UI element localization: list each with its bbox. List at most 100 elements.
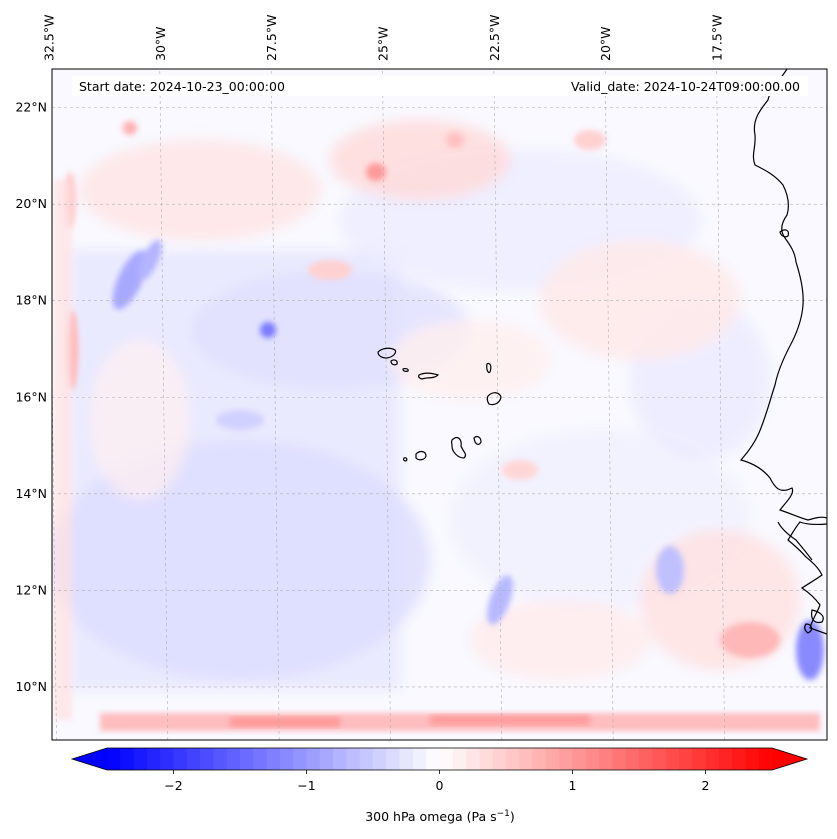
colorbar-outline [70, 747, 809, 771]
colorbar-segment [253, 748, 268, 770]
lat-tick-label: 22°N [15, 100, 47, 115]
meridian-line [716, 69, 725, 740]
colorbar-segment [306, 748, 321, 770]
colorbar-segment [506, 748, 520, 770]
colorbar-segments [107, 748, 773, 770]
lat-tick-label: 10°N [15, 679, 47, 694]
colorbar-segment [146, 748, 161, 770]
colorbar-segment [160, 748, 174, 770]
island-brava [403, 457, 408, 462]
colorbar-segment [585, 748, 600, 770]
colorbar-segment [758, 748, 773, 770]
colorbar-segment [186, 748, 201, 770]
lon-tick-label: 32.5°W [41, 15, 56, 61]
colorbar-tick-label: −2 [164, 778, 182, 793]
colorbar-segment [173, 748, 188, 770]
coast-islet-b [779, 229, 790, 238]
lat-tick-label: 16°N [15, 389, 47, 404]
colorbar-segment [373, 748, 387, 770]
colorbar-segment [745, 748, 760, 770]
gridlines [52, 69, 827, 740]
colorbar-segment [226, 748, 241, 770]
valid-date-label: Valid_date: 2024-10-24T09:00:00.00 [571, 79, 800, 94]
island-boa-vista [486, 392, 502, 406]
colorbar-segment [466, 748, 480, 770]
island-santiago [450, 436, 467, 459]
lat-tick-label: 20°N [15, 196, 47, 211]
cape-verde-islands [377, 347, 502, 462]
colorbar-segment [452, 748, 467, 770]
colorbar-segment [532, 748, 547, 770]
colorbar-segment [266, 748, 281, 770]
lat-tick-label: 12°N [15, 582, 47, 597]
island-santa-luzia [402, 368, 409, 372]
island-sal [486, 362, 492, 374]
lat-tick-label: 18°N [15, 293, 47, 308]
omega-features [64, 121, 824, 680]
colorbar-segment [333, 748, 347, 770]
colorbar-ticks: −2 −1 0 1 2 [164, 770, 709, 793]
western-boundary-band [54, 180, 72, 720]
colorbar-segment [120, 748, 135, 770]
colorbar-segment [399, 748, 414, 770]
colorbar-segment [652, 748, 667, 770]
colorbar-segment [319, 748, 334, 770]
colorbar-segment [439, 748, 454, 770]
colorbar-segment [545, 748, 560, 770]
colorbar-segment [519, 748, 534, 770]
lon-tick-label: 22.5°W [487, 15, 502, 61]
colorbar-segment [492, 748, 507, 770]
colorbar-segment [732, 748, 746, 770]
lon-tick-label: 17.5°W [710, 15, 725, 61]
island-maio [473, 436, 482, 445]
meridian-line [493, 69, 503, 740]
start-date-label: Start date: 2024-10-23_00:00:00 [79, 79, 285, 94]
colorbar-min-extension [72, 748, 107, 770]
colorbar-segment [718, 748, 733, 770]
colorbar-segment [213, 748, 228, 770]
coast-islet-a [804, 623, 813, 634]
colorbar-segment [279, 748, 294, 770]
colorbar-segment [705, 748, 720, 770]
colorbar-segment [359, 748, 374, 770]
coast-inlet [777, 521, 813, 561]
meridian-line [382, 69, 391, 740]
lon-tick-label: 20°W [598, 26, 613, 61]
colorbar-segment [386, 748, 401, 770]
island-santo-antao [377, 347, 397, 359]
lon-tick-label: 30°W [153, 26, 168, 61]
lat-tick-label: 14°N [15, 486, 47, 501]
meridian-line [270, 69, 280, 740]
colorbar: −2 −1 0 1 2 300 hPa omega (Pa s−1) [70, 747, 809, 824]
colorbar-segment [293, 748, 307, 770]
colorbar-segment [665, 748, 680, 770]
colorbar-label: 300 hPa omega (Pa s−1) [365, 809, 515, 824]
colorbar-segment [612, 748, 627, 770]
info-box-background [72, 76, 808, 96]
meridian-line [159, 69, 169, 740]
colorbar-segment [479, 748, 494, 770]
colorbar-segment [692, 748, 706, 770]
colorbar-segment [639, 748, 653, 770]
colorbar-tick-label: −1 [297, 778, 315, 793]
colorbar-segment [572, 748, 587, 770]
coast-bijagos [810, 609, 824, 624]
lon-tick-label: 27.5°W [264, 15, 279, 61]
info-box: Start date: 2024-10-23_00:00:00 Valid_da… [72, 76, 808, 96]
colorbar-segment [412, 748, 427, 770]
coastlines [739, 69, 827, 635]
colorbar-segment [240, 748, 254, 770]
colorbar-tick-label: 0 [436, 778, 444, 793]
colorbar-segment [599, 748, 613, 770]
meridian-line [604, 69, 614, 740]
colorbar-segment [625, 748, 640, 770]
colorbar-segment [678, 748, 693, 770]
island-sao-nicolau [418, 372, 440, 380]
colorbar-tick-label: 2 [702, 778, 710, 793]
lon-tick-label: 25°W [376, 26, 391, 61]
island-fogo [415, 450, 427, 461]
african-coastline [739, 69, 827, 635]
colorbar-segment [559, 748, 573, 770]
longitude-labels: 32.5°W 30°W 27.5°W 25°W 22.5°W 20°W 17.5°W [41, 15, 724, 61]
